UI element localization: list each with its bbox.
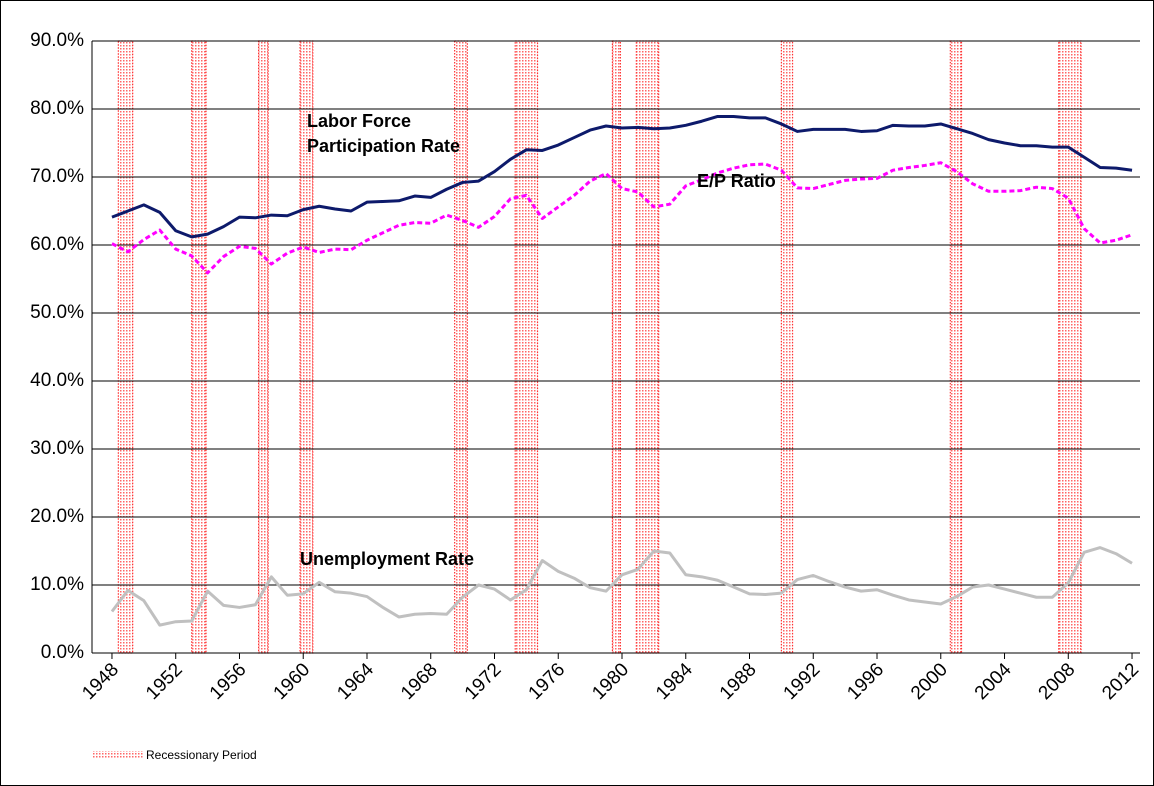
series-label: Unemployment Rate (300, 549, 474, 569)
recession-band (514, 40, 539, 654)
recession-band (1058, 40, 1082, 654)
series-label: Labor Force (307, 111, 411, 131)
series-line (111, 114, 1133, 239)
series-line (111, 161, 1133, 275)
recession-band (258, 40, 269, 654)
y-tick-label: 30.0% (30, 438, 84, 459)
y-tick-label: 90.0% (30, 30, 84, 51)
y-tick-label: 50.0% (30, 302, 84, 323)
recession-band (191, 40, 207, 654)
y-tick-label: 10.0% (30, 574, 84, 595)
recession-band (611, 40, 622, 654)
legend-swatch (92, 751, 144, 759)
y-tick-label: 60.0% (30, 234, 84, 255)
y-tick-label: 80.0% (30, 98, 84, 119)
recession-band (117, 40, 134, 654)
y-tick-label: 40.0% (30, 370, 84, 391)
series-label: Participation Rate (307, 136, 460, 156)
recession-band (949, 40, 963, 654)
y-tick-label: 0.0% (41, 642, 84, 663)
recession-band (780, 40, 794, 654)
series-line (110, 546, 1133, 627)
legend-label: Recessionary Period (146, 748, 257, 762)
series-label: E/P Ratio (697, 171, 776, 191)
y-tick-label: 20.0% (30, 506, 84, 527)
y-tick-label: 70.0% (30, 166, 84, 187)
recession-band (635, 40, 660, 654)
